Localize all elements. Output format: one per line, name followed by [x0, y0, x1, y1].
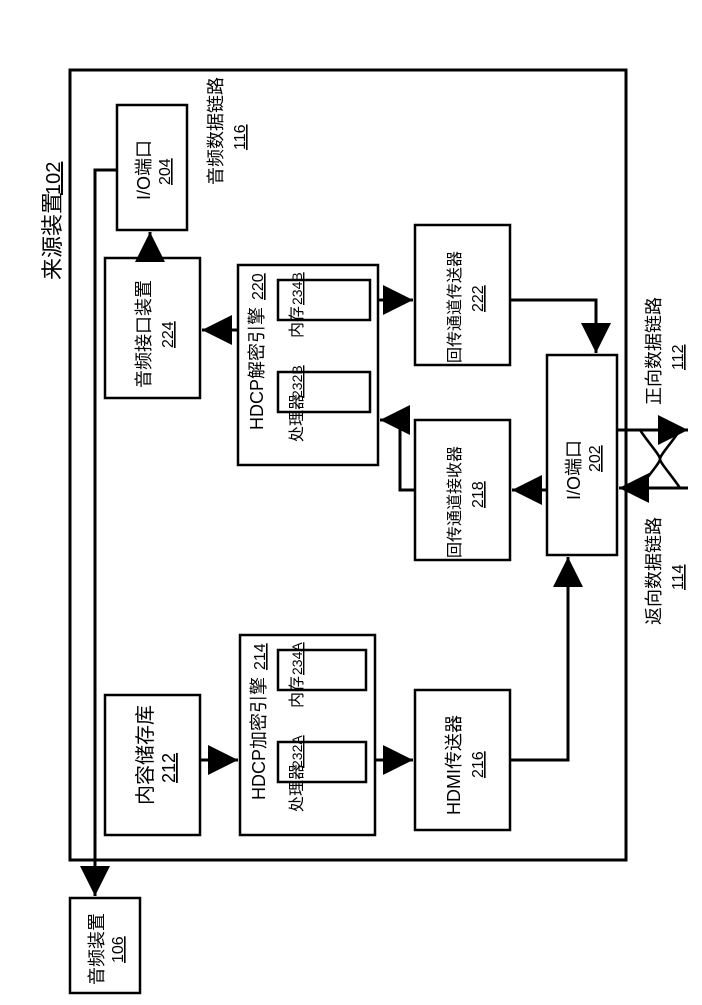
ret-link-ref: 114 [670, 564, 687, 590]
source-device-label: 来源装置 [40, 192, 65, 280]
audio-link-label-group: 音频数据链路 116 [206, 77, 249, 185]
return-rx-block: 回传通道接收器 218 [415, 420, 510, 560]
io-port-bottom-ref: 204 [157, 158, 174, 185]
audio-if-ref: 224 [160, 321, 177, 348]
fwd-link-ref: 112 [670, 344, 687, 370]
dec-mem-ref: 234B [289, 272, 305, 305]
return-rx-label: 回传通道接收器 [446, 446, 464, 558]
io-port-right-label: I/O端口 [564, 440, 584, 500]
hdcp-encrypt-ref: 214 [252, 643, 269, 670]
io-port-bottom-block: I/O端口 204 [117, 105, 187, 230]
hdcp-encrypt-block: HDCP加密引擎 214 处理器 232A 内存 234A [240, 635, 375, 835]
external-links [617, 430, 688, 488]
return-tx-ref: 222 [470, 285, 487, 312]
dec-mem-label: 内存 [288, 306, 306, 338]
io-port-right-block: I/O端口 202 [547, 355, 617, 555]
ret-link-label-group: 返向数据链路 114 [644, 517, 687, 625]
audio-device-label: 音频装置 [87, 913, 107, 985]
fwd-link-label: 正向数据链路 [644, 297, 664, 405]
dec-proc-label: 处理器 [288, 394, 306, 442]
audio-if-block: 音频接口装置 224 [105, 258, 200, 398]
enc-mem-label: 内存 [288, 676, 306, 708]
return-tx-label: 回传通道传送器 [446, 251, 464, 363]
dec-proc-ref: 232B [289, 365, 305, 398]
hdmi-tx-block: HDMI传送器 216 [415, 690, 510, 830]
hdcp-decrypt-block: HDCP解密引擎 220 处理器 232B 内存 234B [238, 265, 378, 465]
io-port-right-ref: 202 [587, 445, 604, 472]
hdmi-tx-ref: 216 [470, 751, 487, 778]
source-device-ref: 102 [43, 162, 65, 195]
audio-device-ref: 106 [110, 936, 127, 963]
hdcp-decrypt-label: HDCP解密引擎 [247, 307, 267, 430]
content-store-label: 内容储存库 [134, 705, 157, 805]
fwd-link-label-group: 正向数据链路 112 [644, 297, 687, 405]
audio-if-label: 音频接口装置 [134, 280, 154, 388]
diagram-svg: 来源装置 102 内容储存库 212 HDCP加密引擎 214 处理器 232A… [0, 0, 702, 1000]
return-tx-block: 回传通道传送器 222 [415, 225, 510, 365]
return-rx-ref: 218 [470, 481, 487, 508]
audio-device-block: 音频装置 106 [70, 898, 140, 993]
enc-proc-label: 处理器 [288, 764, 306, 812]
content-store-block: 内容储存库 212 [105, 695, 200, 835]
hdcp-encrypt-label: HDCP加密引擎 [249, 677, 269, 800]
audio-link-label: 音频数据链路 [206, 77, 226, 185]
io-port-bottom-label: I/O端口 [134, 140, 154, 200]
ret-link-label: 返向数据链路 [644, 517, 664, 625]
enc-proc-ref: 232A [289, 735, 305, 768]
content-store-ref: 212 [159, 753, 179, 783]
audio-link-ref: 116 [232, 124, 249, 150]
hdcp-decrypt-ref: 220 [250, 273, 267, 300]
enc-mem-ref: 234A [289, 642, 305, 675]
hdmi-tx-label: HDMI传送器 [444, 715, 464, 815]
